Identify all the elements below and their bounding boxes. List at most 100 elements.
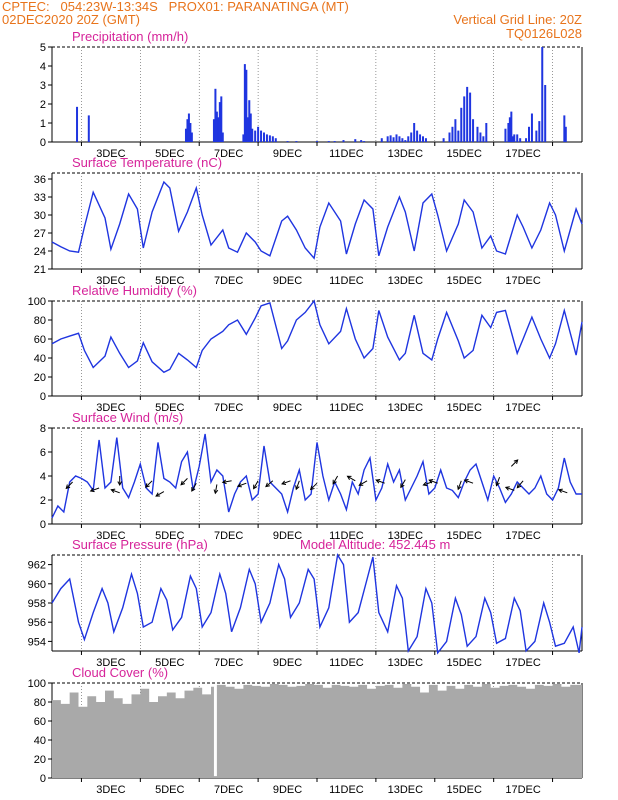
precip-bar <box>538 121 541 142</box>
wind-arrow-shaft <box>191 482 197 492</box>
precip-bar <box>257 126 260 142</box>
wind-arrow <box>191 482 197 492</box>
wind-arrow-shaft <box>423 481 433 486</box>
precip-bar <box>217 117 220 142</box>
precip-bar <box>242 134 245 142</box>
precip-bar <box>214 88 217 142</box>
precip-bar <box>254 130 257 142</box>
panel-title-cloud: Cloud Cover (%) <box>72 665 168 680</box>
wind-arrow-head <box>110 488 116 494</box>
x-tick-label: 13DEC <box>388 784 424 796</box>
x-tick-label: 3DEC <box>96 402 125 414</box>
wind-arrow-head <box>422 481 428 487</box>
wind-arrow-head <box>346 475 352 480</box>
precip-bar <box>541 47 544 142</box>
precip-bar <box>530 113 533 142</box>
precip-bar <box>424 138 427 142</box>
wind-arrow <box>281 480 291 485</box>
x-tick-label: 13DEC <box>388 402 424 414</box>
precip-bar <box>76 106 79 142</box>
precip-bar <box>519 138 522 142</box>
wind-arrow-head <box>513 459 519 465</box>
x-tick-label: 15DEC <box>446 148 482 160</box>
x-tick-label: 5DEC <box>155 148 184 160</box>
wind-arrow <box>155 491 165 497</box>
x-tick-label: 3DEC <box>96 784 125 796</box>
precip-bar <box>422 136 424 142</box>
wind-arrow-shaft <box>65 481 73 489</box>
header-station-line: CPTEC: 054:23W-13:34S PROX01: PARANATING… <box>2 0 349 14</box>
y-tick-label: 0 <box>40 137 46 149</box>
precip-bar <box>186 119 189 142</box>
series-line-wind <box>51 433 582 519</box>
y-tick-label: 954 <box>28 636 46 648</box>
x-tick-label: 11DEC <box>329 530 364 542</box>
wind-arrow-shaft <box>347 475 356 482</box>
precip-bar <box>472 119 475 142</box>
wind-arrow-shaft <box>429 479 438 484</box>
wind-arrow-head <box>457 485 462 491</box>
header-grid-line-note: Vertical Grid Line: 20Z <box>453 12 582 27</box>
y-tick-label: 0 <box>40 773 46 785</box>
precip-bar <box>485 123 488 142</box>
precip-bar <box>215 111 218 142</box>
x-tick-label: 9DEC <box>273 657 302 669</box>
wind-arrow <box>145 480 153 488</box>
wind-arrow-shaft <box>155 491 165 497</box>
precip-bar <box>466 86 469 142</box>
precip-bar <box>404 140 407 142</box>
panel-rh: Relative Humidity (%) 0 20 40 60 80 100 3DEC 5DE… <box>28 283 583 414</box>
header-model-code: TQ0126L028 <box>506 26 582 41</box>
precip-bar <box>263 132 265 142</box>
precip-bar <box>395 134 398 142</box>
wind-arrow-shaft <box>295 480 300 490</box>
x-tick-label: 11DEC <box>329 402 364 414</box>
precip-bar <box>221 132 224 142</box>
x-tick-label: 11DEC <box>329 657 364 669</box>
y-tick-label: 2 <box>40 495 46 507</box>
precip-bar <box>416 130 419 142</box>
y-tick-label: 6 <box>40 447 46 459</box>
precip-bar <box>454 119 457 142</box>
precip-bar <box>563 115 566 142</box>
panel-title-pressure: Surface Pressure (hPa) <box>72 537 208 552</box>
wind-arrow-head <box>221 479 227 485</box>
x-tick-label: 13DEC <box>388 530 424 542</box>
x-tick-label: 5DEC <box>155 402 184 414</box>
x-tick-label: 3DEC <box>96 657 125 669</box>
wind-arrow-head <box>65 484 71 490</box>
wind-arrow-head <box>180 480 186 486</box>
precip-bar <box>87 115 90 142</box>
precip-bar <box>507 123 510 142</box>
precip-bar <box>504 128 507 142</box>
wind-arrow-shaft <box>145 480 153 488</box>
y-tick-label: 40 <box>34 735 46 747</box>
x-tick-label: 15DEC <box>446 530 482 542</box>
precip-bar <box>525 138 528 142</box>
x-tick-label: 17DEC <box>505 530 541 542</box>
wind-arrow <box>346 475 356 482</box>
panel-annotation-pressure: Model Altitude: 452.445 m <box>300 537 450 552</box>
wind-arrow-head <box>557 488 563 494</box>
wind-arrow-head <box>117 481 123 487</box>
y-tick-label: 33 <box>34 192 46 204</box>
y-tick-label: 0 <box>40 519 46 531</box>
precip-bar <box>218 102 221 142</box>
wind-arrow <box>213 484 219 495</box>
y-tick-label: 958 <box>28 598 46 610</box>
precip-bar <box>419 134 422 142</box>
wind-arrow <box>221 479 232 485</box>
wind-arrow-shaft <box>281 480 291 485</box>
y-tick-label: 8 <box>40 423 46 435</box>
wind-arrow <box>117 476 123 487</box>
x-tick-label: 15DEC <box>446 784 482 796</box>
wind-arrow <box>332 475 339 485</box>
precip-bar <box>535 130 538 142</box>
precip-bar <box>528 126 530 142</box>
wind-arrow <box>110 488 120 494</box>
y-tick-label: 24 <box>34 246 46 258</box>
x-tick-label: 15DEC <box>446 402 482 414</box>
wind-arrow <box>422 481 433 487</box>
wind-arrow-shaft <box>253 480 259 489</box>
precip-bar <box>286 141 289 142</box>
